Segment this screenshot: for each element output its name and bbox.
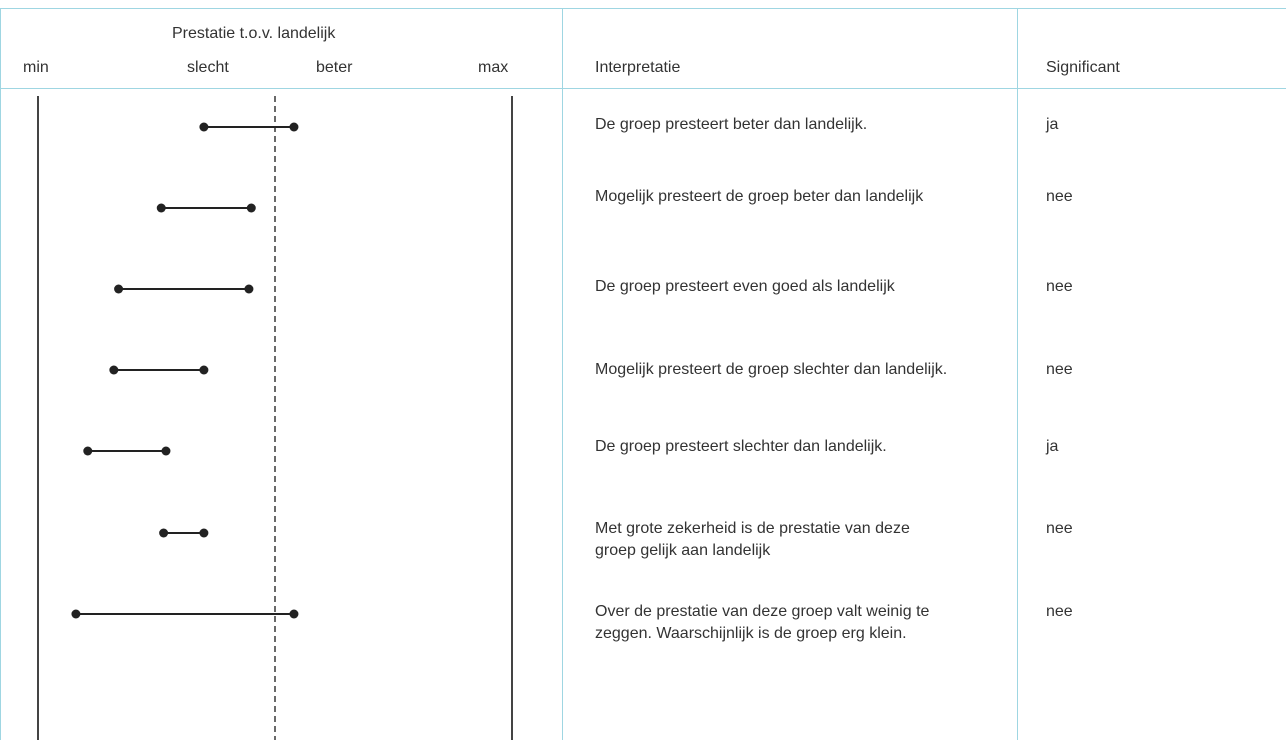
row-5-interpretatie: De groep presteert slechter dan landelij…	[595, 438, 887, 455]
interval-high-point-row-6	[199, 528, 209, 538]
chart-title: Prestatie t.o.v. landelijk	[172, 25, 336, 42]
row-7-interpretatie: Over de prestatie van deze groep valt we…	[595, 603, 930, 642]
interval-low-point-row-2	[156, 203, 166, 213]
table-left-border	[0, 8, 1, 740]
row-4-significant: nee	[1046, 361, 1073, 378]
column-header-significant: Significant	[1046, 59, 1120, 76]
column-divider-chart	[562, 8, 563, 740]
row-1-interpretatie: De groep presteert beter dan landelijk.	[595, 116, 868, 133]
interval-low-point-row-1	[199, 122, 209, 132]
table-header-divider	[0, 88, 1286, 89]
confidence-interval-diagram	[37, 96, 513, 740]
row-7-significant: nee	[1046, 603, 1073, 620]
interval-high-point-row-1	[289, 122, 299, 132]
row-3-interpretatie: De groep presteert even goed als landeli…	[595, 278, 895, 295]
interval-high-point-row-4	[199, 365, 209, 375]
scale-label-beter: beter	[316, 59, 353, 76]
column-divider-significant	[1017, 8, 1018, 740]
row-2-significant: nee	[1046, 188, 1073, 205]
row-1-significant: ja	[1046, 116, 1059, 133]
interval-group	[71, 122, 299, 619]
interval-high-point-row-3	[244, 284, 254, 294]
row-3-significant: nee	[1046, 278, 1073, 295]
row-6-interpretatie: Met grote zekerheid is de prestatie van …	[595, 520, 910, 559]
interval-high-point-row-7	[289, 609, 299, 619]
row-5-significant: ja	[1046, 438, 1059, 455]
interval-low-point-row-3	[114, 284, 124, 294]
interval-high-point-row-2	[246, 203, 256, 213]
interval-low-point-row-5	[83, 446, 93, 456]
interval-low-point-row-7	[71, 609, 81, 619]
row-2-interpretatie: Mogelijk presteert de groep beter dan la…	[595, 188, 924, 205]
interval-low-point-row-6	[159, 528, 169, 538]
table-top-border	[0, 8, 1286, 9]
row-6-significant: nee	[1046, 520, 1073, 537]
row-4-interpretatie: Mogelijk presteert de groep slechter dan…	[595, 361, 948, 378]
scale-label-min: min	[23, 59, 49, 76]
interval-low-point-row-4	[109, 365, 119, 375]
column-header-interpretatie: Interpretatie	[595, 59, 681, 76]
interval-high-point-row-5	[161, 446, 171, 456]
scale-label-slecht: slecht	[187, 59, 229, 76]
scale-label-max: max	[478, 59, 509, 76]
